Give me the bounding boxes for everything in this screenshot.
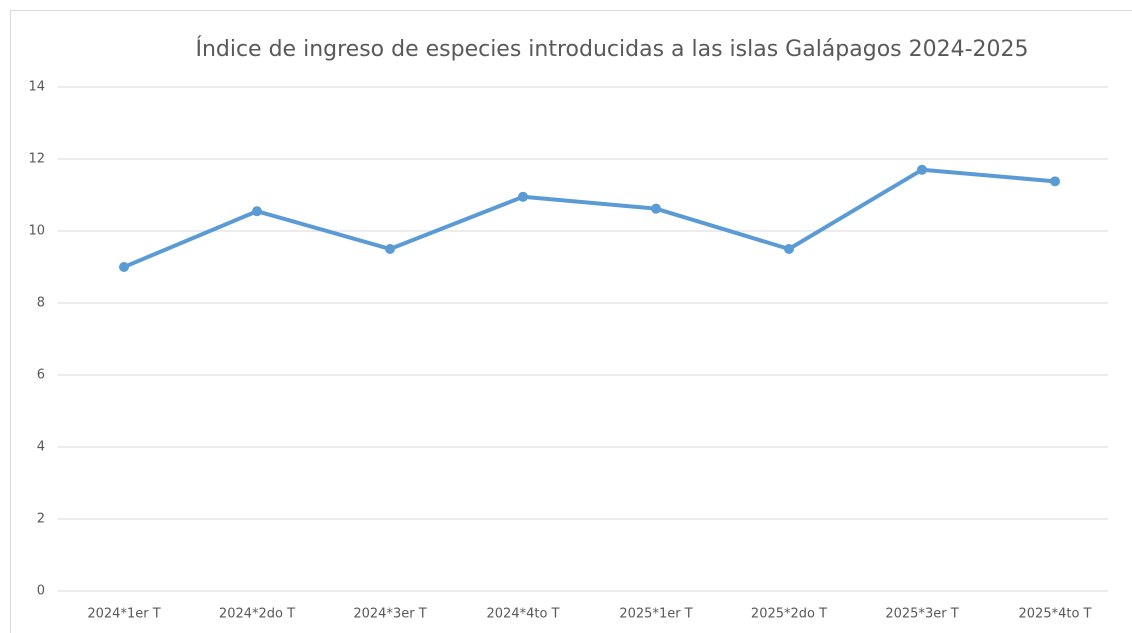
x-tick-label: 2024*1er T [87, 607, 160, 622]
y-tick-label: 6 [37, 368, 45, 383]
x-tick-label: 2025*4to T [1019, 607, 1092, 622]
x-tick-label: 2024*3er T [353, 607, 426, 622]
data-point [917, 164, 927, 175]
x-tick-label: 2024*2do T [219, 607, 295, 622]
y-tick-label: 0 [37, 584, 45, 599]
y-tick-label: 2 [37, 512, 45, 527]
y-tick-label: 10 [28, 224, 45, 239]
data-point [252, 206, 262, 217]
y-tick-label: 14 [28, 80, 45, 95]
data-point [385, 244, 395, 254]
chart-frame [10, 10, 1132, 633]
data-point [784, 244, 794, 254]
data-point [1050, 176, 1060, 187]
data-point [518, 191, 528, 202]
data-point [119, 262, 129, 272]
chart-title: Índice de ingreso de especies introducid… [195, 36, 1028, 62]
data-point [651, 203, 661, 214]
y-tick-label: 8 [37, 296, 45, 311]
y-tick-label: 12 [28, 152, 45, 167]
x-tick-label: 2025*2do T [751, 607, 827, 622]
line-series [122, 167, 1057, 269]
x-tick-label: 2025*3er T [885, 607, 958, 622]
y-tick-label: 4 [37, 440, 45, 455]
x-tick-label: 2025*1er T [619, 607, 692, 622]
x-tick-label: 2024*4to T [487, 607, 560, 622]
